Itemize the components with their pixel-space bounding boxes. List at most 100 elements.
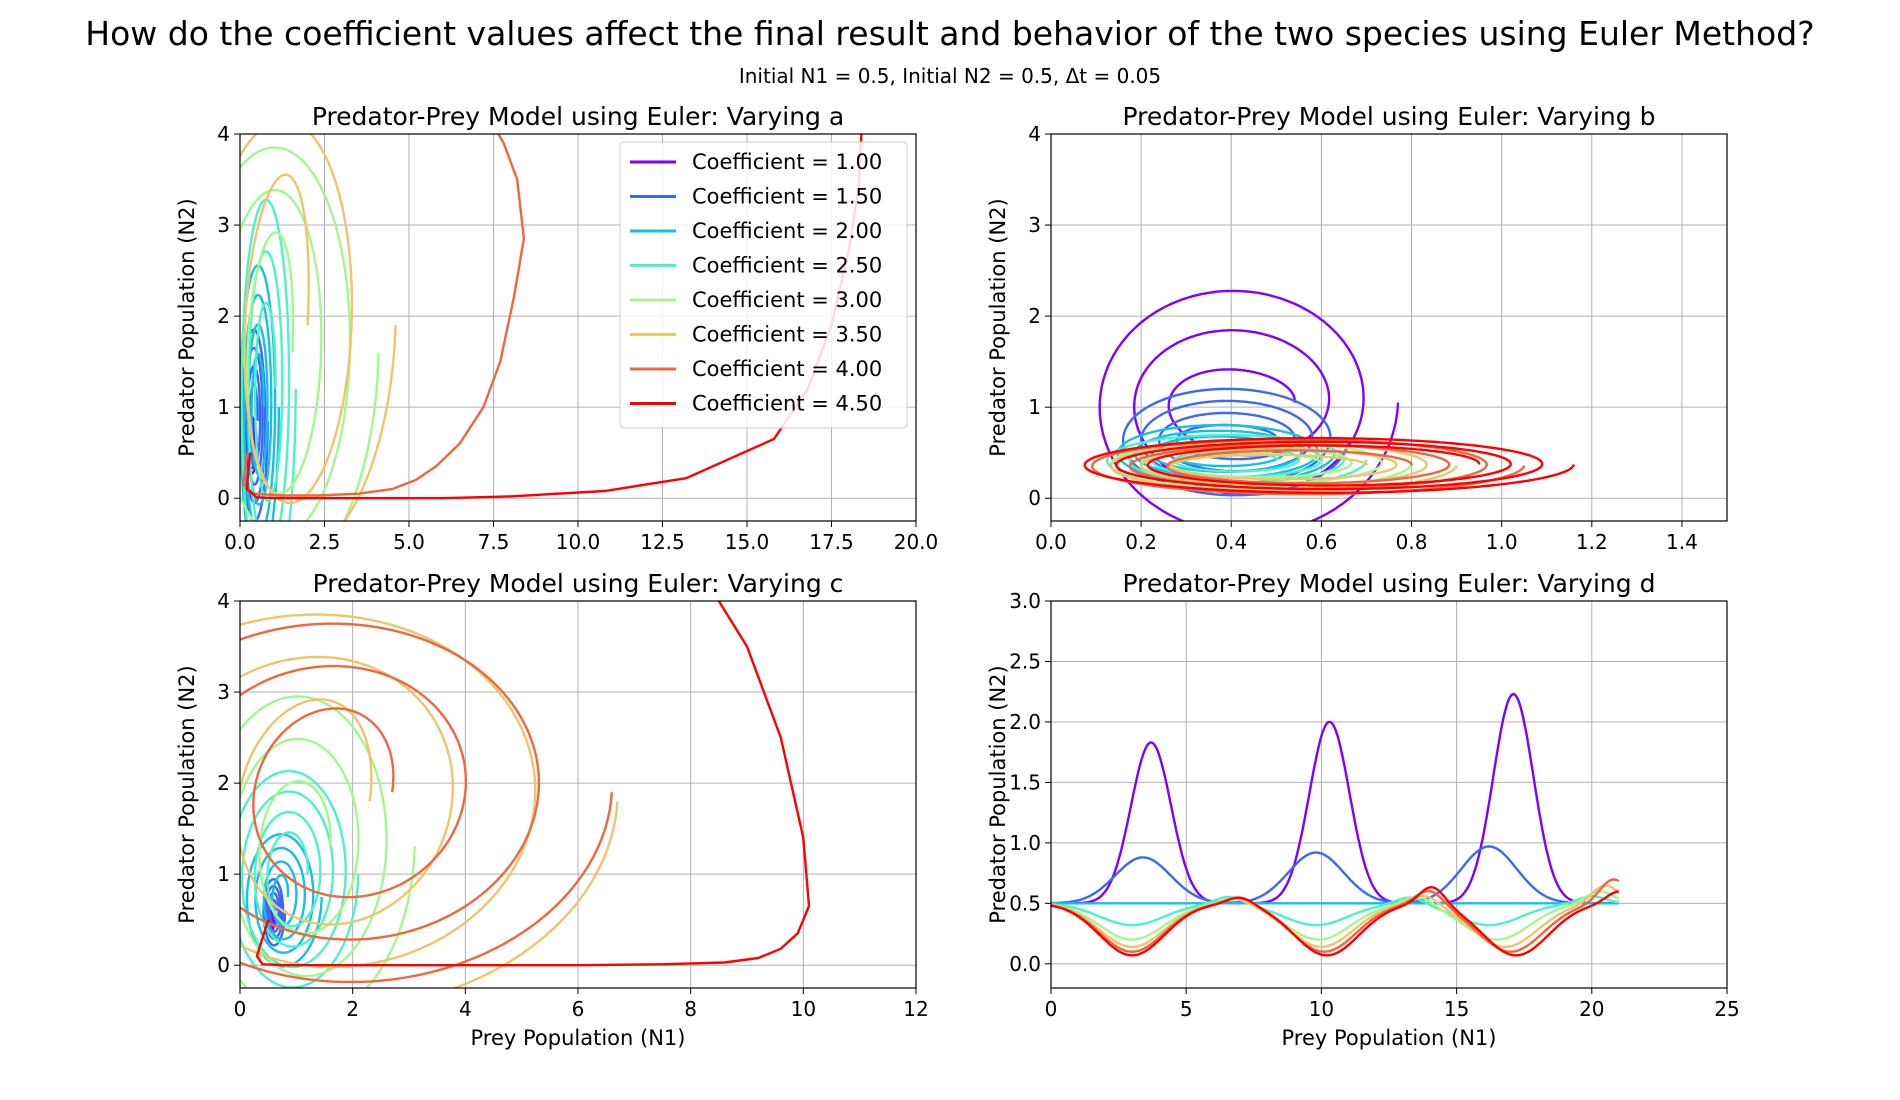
subplot-title: Predator-Prey Model using Euler: Varying… — [312, 102, 844, 131]
x-tick-label: 20 — [1579, 997, 1604, 1021]
legend-box — [619, 141, 908, 429]
series-line-3 — [1116, 423, 1337, 485]
y-tick-label: 0.5 — [1009, 891, 1041, 915]
y-tick-label: 0.0 — [1009, 952, 1041, 976]
figure-suptitle: How do the coefficient values affect the… — [85, 14, 1815, 53]
y-tick-label: 0 — [1028, 486, 1041, 510]
series-line-5 — [240, 695, 416, 988]
legend: Coefficient = 1.00 Coefficient = 1.50 Coef… — [619, 141, 908, 429]
series-group — [240, 134, 863, 521]
y-tick-label: 3.0 — [1009, 589, 1041, 613]
series-line-8 — [1051, 886, 1620, 957]
y-tick-label: 2 — [217, 771, 230, 795]
legend-entry: Coefficient = 2.00 — [692, 219, 882, 243]
series-line-4 — [1106, 433, 1368, 489]
y-tick-label: 3 — [217, 680, 230, 704]
y-tick-label: 1 — [217, 395, 230, 419]
x-tick-label: 7.5 — [478, 530, 510, 554]
series-line-3 — [245, 833, 323, 968]
series-line-1 — [1098, 289, 1400, 521]
x-tick-label: 17.5 — [809, 530, 854, 554]
series-line-7 — [1091, 438, 1526, 496]
x-tick-label: 0.0 — [224, 530, 256, 554]
series-line-7 — [240, 622, 613, 984]
y-tick-label: 0 — [217, 486, 230, 510]
x-tick-label: 1.0 — [1486, 530, 1518, 554]
x-tick-label: 20.0 — [894, 530, 939, 554]
subplot-title: Predator-Prey Model using Euler: Varying… — [1123, 569, 1656, 598]
series-line-6 — [240, 134, 397, 521]
series-line-3 — [240, 264, 281, 521]
series-line-5 — [1051, 890, 1620, 941]
subplot-b: 0.0 0.2 0.4 0.6 0.8 1.0 1.2 1.4 0 1 2 3 4 Predator-Pr… — [986, 102, 1728, 554]
axes-frame — [1050, 600, 1728, 989]
series-line-1 — [1051, 692, 1620, 905]
series-line-4 — [1051, 895, 1620, 927]
x-tick-label: 1.2 — [1576, 530, 1608, 554]
series-line-5 — [240, 146, 380, 521]
series-line-7 — [1051, 878, 1620, 953]
x-tick-label: 12.5 — [640, 530, 685, 554]
y-tick-label: 2 — [217, 304, 230, 328]
x-tick-label: 6 — [572, 997, 585, 1021]
series-group — [1083, 289, 1575, 521]
axes-frame — [1050, 133, 1728, 522]
legend-entry: Coefficient = 2.50 — [692, 254, 882, 278]
x-tick-label: 10 — [791, 997, 816, 1021]
series-line-8 — [1083, 436, 1575, 494]
y-tick-label: 0 — [217, 953, 230, 977]
legend-entry: Coefficient = 4.50 — [692, 392, 882, 416]
y-axis-label: Predator Population (N2) — [175, 665, 199, 923]
subplot-title: Predator-Prey Model using Euler: Varying… — [1123, 102, 1656, 131]
x-tick-label: 1.4 — [1666, 530, 1698, 554]
x-tick-label: 15 — [1444, 997, 1469, 1021]
subplot-title: Predator-Prey Model using Euler: Varying… — [313, 569, 844, 598]
legend-entry: Coefficient = 3.50 — [692, 323, 882, 347]
x-tick-label: 0.8 — [1396, 530, 1428, 554]
y-tick-label: 4 — [1028, 122, 1041, 146]
y-axis-label: Predator Population (N2) — [175, 198, 199, 456]
x-tick-label: 0 — [234, 997, 247, 1021]
x-tick-label: 4 — [459, 997, 472, 1021]
y-tick-label: 1.5 — [1009, 770, 1041, 794]
x-tick-label: 10.0 — [556, 530, 601, 554]
subplot-a: 0.0 2.5 5.0 7.5 10.0 12.5 15.0 17.5 20.0 0 1 2 3 4 Pre… — [175, 102, 939, 554]
y-tick-label: 3 — [217, 213, 230, 237]
x-axis-label: Prey Population (N1) — [1282, 1026, 1497, 1050]
x-tick-label: 25 — [1714, 997, 1739, 1021]
x-tick-label: 0.0 — [1035, 530, 1067, 554]
legend-entry: Coefficient = 3.00 — [692, 288, 882, 312]
series-line-8 — [255, 601, 811, 967]
x-tick-label: 0.6 — [1305, 530, 1337, 554]
x-axis-label: Prey Population (N1) — [471, 1026, 686, 1050]
legend-entry: Coefficient = 1.50 — [692, 185, 882, 209]
y-tick-label: 2.0 — [1009, 710, 1041, 734]
series-group — [1051, 692, 1620, 957]
y-tick-label: 4 — [217, 122, 230, 146]
y-axis-label: Predator Population (N2) — [986, 198, 1010, 456]
x-tick-label: 5 — [1180, 997, 1193, 1021]
x-tick-label: 0.4 — [1215, 530, 1247, 554]
series-line-6 — [1109, 441, 1458, 493]
figure-subtitle: Initial N1 = 0.5, Initial N2 = 0.5, Δt =… — [738, 64, 1162, 88]
subplot-d: 0 5 10 15 20 25 0.0 0.5 1.0 1.5 2.0 2.5 3.0 Predator-… — [986, 569, 1740, 1050]
legend-entry: Coefficient = 4.00 — [692, 357, 882, 381]
y-tick-label: 1 — [1028, 395, 1041, 419]
series-line-6 — [1051, 884, 1620, 949]
x-tick-label: 12 — [903, 997, 928, 1021]
x-tick-label: 2 — [346, 997, 359, 1021]
series-line-2 — [1051, 845, 1620, 905]
axes-frame — [239, 133, 917, 522]
y-tick-label: 2 — [1028, 304, 1041, 328]
y-tick-label: 4 — [217, 589, 230, 613]
y-tick-label: 2.5 — [1009, 649, 1041, 673]
x-tick-label: 0.2 — [1125, 530, 1157, 554]
x-tick-label: 10 — [1309, 997, 1334, 1021]
y-axis-label: Predator Population (N2) — [986, 665, 1010, 923]
x-tick-label: 0 — [1045, 997, 1058, 1021]
y-tick-label: 1.0 — [1009, 831, 1041, 855]
y-tick-label: 3 — [1028, 213, 1041, 237]
y-tick-label: 1 — [217, 862, 230, 886]
